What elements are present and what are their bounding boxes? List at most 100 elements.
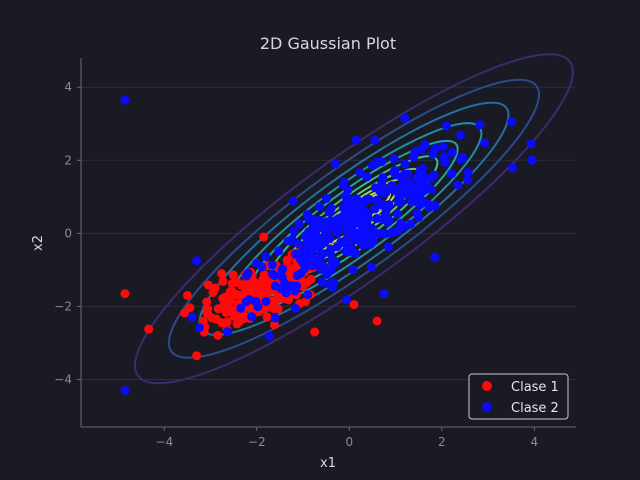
data-point [348,265,358,275]
x-tick-label: 4 [531,435,539,449]
data-point [405,178,415,188]
data-point [453,180,463,190]
data-point [329,278,339,288]
data-point [362,237,372,247]
data-point [289,226,299,236]
data-point [387,228,397,238]
data-point [318,249,328,259]
data-point [290,303,300,313]
data-point [259,232,269,242]
data-point [377,186,387,196]
legend-label-class1: Clase 1 [511,380,559,395]
data-point [225,287,235,297]
data-point [372,195,382,205]
data-point [430,252,440,262]
data-point [317,277,327,287]
data-point [264,331,274,341]
data-point [228,270,238,280]
y-tick-label: 4 [64,80,72,94]
data-point [236,303,246,313]
data-point [227,279,237,289]
y-tick-label: −4 [54,373,72,387]
data-point [293,239,303,249]
data-point [144,324,154,334]
data-point [270,313,280,323]
data-point [325,222,335,232]
data-point [418,163,428,173]
data-point [120,289,130,299]
data-point [268,269,278,279]
legend-box [468,373,569,420]
data-point [447,148,457,157]
data-point [294,219,304,229]
data-point [288,196,298,206]
data-point [274,246,284,256]
data-point [361,195,371,205]
data-point [262,312,272,322]
data-point [394,190,404,200]
data-point [241,297,251,307]
data-point [332,228,342,238]
data-point [475,120,485,130]
data-point [372,214,382,224]
class2-points [120,95,537,395]
legend-label-class2: Clase 2 [511,401,559,416]
data-point [349,211,359,221]
data-point [273,304,283,314]
data-point [234,317,244,327]
data-point [213,304,223,314]
data-point [202,297,212,307]
data-point [307,261,317,271]
data-point [247,278,257,288]
data-point [182,290,192,300]
data-point [304,227,314,237]
data-point [267,260,277,270]
contour-level [167,78,540,359]
data-point [393,197,403,207]
data-point [463,175,473,185]
data-point [310,327,320,337]
data-point [389,154,399,164]
data-point [120,385,130,395]
axes [77,58,576,431]
data-point [351,135,361,145]
data-point [380,211,390,221]
data-point [344,247,354,257]
data-point [447,169,457,179]
data-point [326,203,336,213]
data-point [372,316,382,326]
chart-title: 2D Gaussian Plot [260,34,396,53]
data-point [362,172,372,182]
data-point [439,155,449,165]
data-point [202,308,212,318]
data-point [397,173,407,183]
data-point [355,168,365,178]
data-point [320,264,330,274]
legend-marker-class1 [482,381,492,391]
data-point [406,188,416,198]
data-point [392,209,402,219]
data-point [213,330,223,340]
data-point [210,283,220,293]
data-point [326,244,336,254]
data-point [320,237,330,247]
data-point [321,194,331,204]
x-tick-label: −2 [248,435,266,449]
data-point [417,195,427,205]
data-point [383,242,393,252]
data-point [283,236,293,246]
data-point [363,224,373,234]
data-point [194,323,204,333]
data-point [277,272,287,282]
data-point [303,209,313,219]
data-point [385,183,395,193]
data-point [389,167,399,177]
data-point [415,172,425,182]
data-point [349,300,359,310]
data-point [346,233,356,243]
data-point [180,308,190,318]
y-tick-label: −2 [54,299,72,313]
tick-labels: −4 −2 0 2 4 −4 −2 0 2 4 [54,80,538,449]
data-point [243,268,253,278]
data-point [314,215,324,225]
